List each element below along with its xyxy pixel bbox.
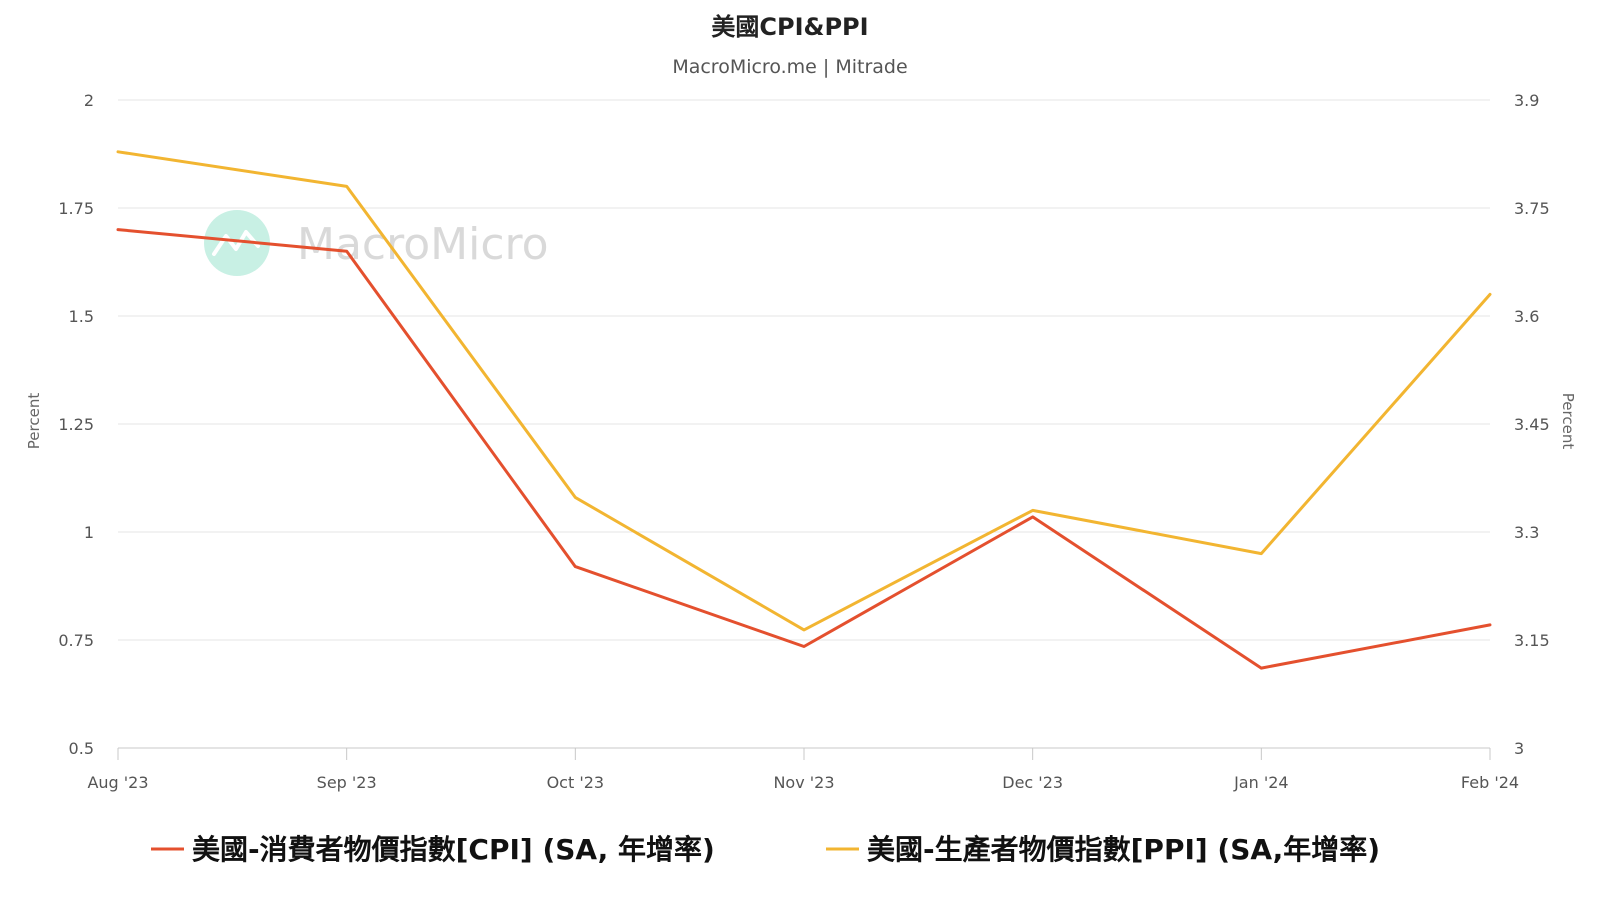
watermark-text: MacroMicro: [297, 219, 549, 270]
left-tick-label: 1.5: [69, 307, 94, 326]
legend-label-cpi: 美國-消費者物價指數[CPI] (SA, 年增率): [192, 833, 715, 866]
series-lines: [116, 150, 1492, 670]
left-tick-label: 1.25: [58, 415, 94, 434]
x-tick-label: Feb '24: [1461, 773, 1519, 792]
chart-subtitle: MacroMicro.me | Mitrade: [672, 56, 907, 78]
watermark-logo-mark: [212, 230, 260, 256]
x-axis: Aug '23 Sep '23 Oct '23 Nov '23 Dec '23 Jan '…: [87, 747, 1519, 792]
x-tick-label: Sep '23: [317, 773, 377, 792]
left-tick-label: 1.75: [58, 199, 94, 218]
watermark: MacroMicro: [204, 210, 549, 276]
x-tick-label: Nov '23: [773, 773, 834, 792]
left-tick-label: 0.5: [69, 739, 94, 758]
gridlines: [118, 99, 1490, 641]
legend: 美國-消費者物價指數[CPI] (SA, 年增率) 美國-生產者物價指數[PPI…: [151, 833, 1380, 866]
legend-label-ppi: 美國-生產者物價指數[PPI] (SA,年增率): [867, 833, 1380, 866]
watermark-logo-icon: [204, 210, 270, 276]
legend-item-ppi[interactable]: 美國-生產者物價指數[PPI] (SA,年增率): [826, 833, 1380, 866]
left-tick-label: 1: [84, 523, 94, 542]
left-axis-title: Percent: [25, 393, 43, 450]
x-tick-label: Dec '23: [1002, 773, 1063, 792]
right-axis-title: Percent: [1559, 393, 1577, 450]
legend-item-cpi[interactable]: 美國-消費者物價指數[CPI] (SA, 年增率): [151, 833, 715, 866]
right-tick-label: 3.3: [1514, 523, 1539, 542]
chart-title: 美國CPI&PPI: [711, 13, 868, 41]
left-axis-ticks: 0.5 0.75 1 1.25 1.5 1.75 2: [58, 91, 94, 758]
left-tick-label: 0.75: [58, 631, 94, 650]
x-tick-label: Jan '24: [1233, 773, 1289, 792]
series-line-ppi[interactable]: [116, 150, 1492, 632]
right-tick-label: 3.75: [1514, 199, 1550, 218]
x-tick-label: Oct '23: [547, 773, 605, 792]
x-tick-label: Aug '23: [87, 773, 148, 792]
series-line-cpi[interactable]: [116, 228, 1492, 670]
right-tick-label: 3: [1514, 739, 1524, 758]
right-tick-label: 3.6: [1514, 307, 1539, 326]
right-tick-label: 3.9: [1514, 91, 1539, 110]
left-tick-label: 2: [84, 91, 94, 110]
right-tick-label: 3.45: [1514, 415, 1550, 434]
right-axis-ticks: 3 3.15 3.3 3.45 3.6 3.75 3.9: [1514, 91, 1550, 758]
right-tick-label: 3.15: [1514, 631, 1550, 650]
